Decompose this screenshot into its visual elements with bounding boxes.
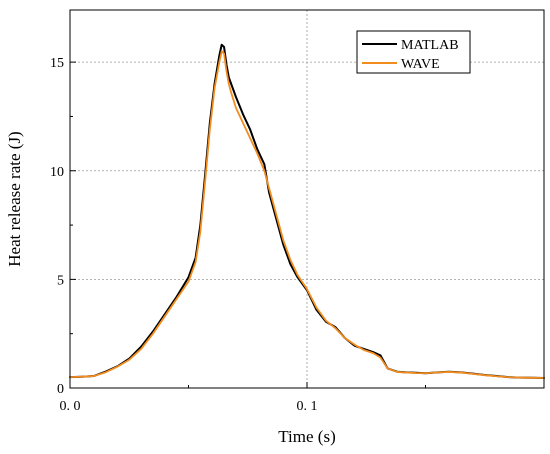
series-line-wave (69, 50, 545, 379)
legend-label-matlab: MATLAB (401, 38, 459, 53)
series-layer (69, 43, 545, 380)
grid-layer (70, 10, 544, 388)
y-tick-label: 10 (50, 165, 64, 180)
legend-label-wave: WAVE (401, 57, 440, 72)
y-tick-label: 15 (50, 56, 64, 71)
x-tick-label: 0. 1 (297, 399, 318, 414)
legend-box (356, 30, 471, 74)
x-tick-label: 0. 0 (60, 399, 81, 414)
x-axis-label: Time (s) (278, 427, 335, 446)
legend: MATLAB WAVE (356, 30, 471, 74)
y-tick-label: 5 (57, 273, 64, 288)
y-axis-label: Heat release rate (J) (5, 131, 24, 266)
ticks-layer: 0 5 10 15 0. 0 0. 1 (50, 56, 426, 414)
y-tick-label: 0 (57, 382, 64, 397)
